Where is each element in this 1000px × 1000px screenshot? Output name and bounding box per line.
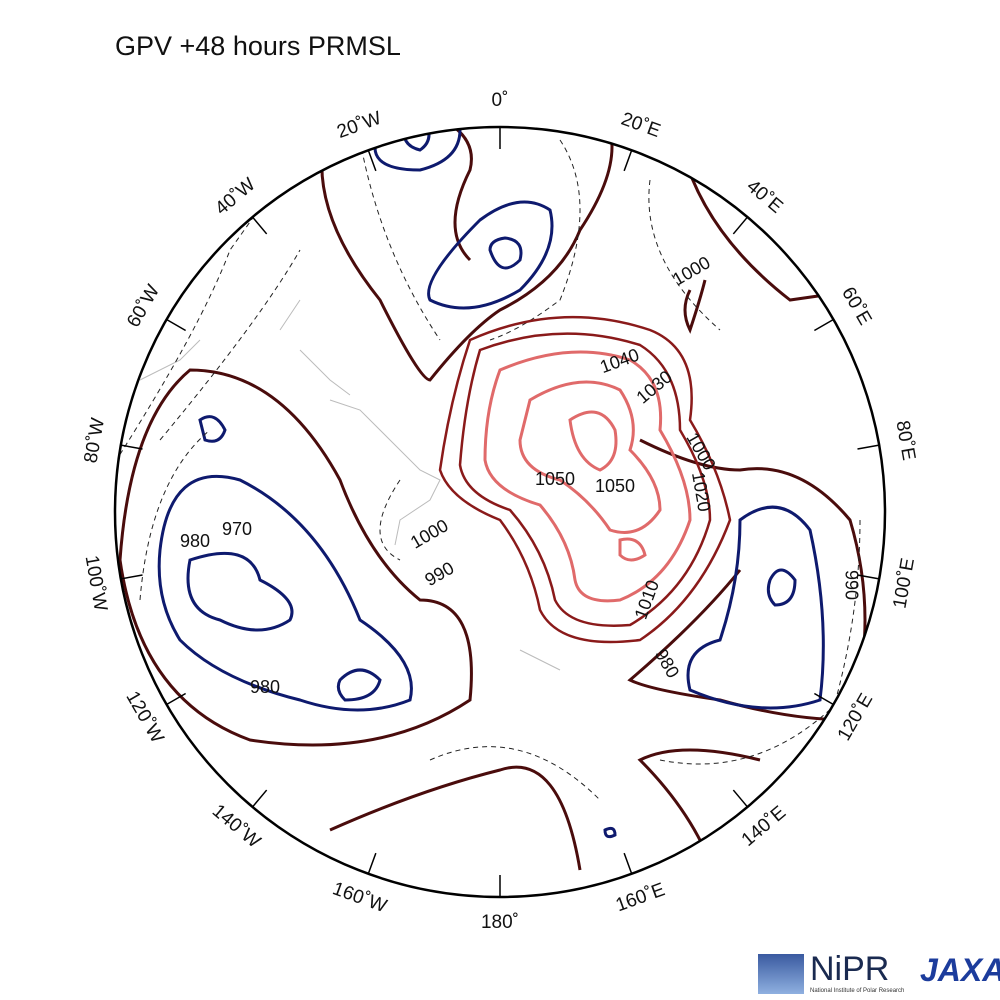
meridian-tick	[623, 149, 633, 172]
longitude-label: 60˚W	[123, 281, 164, 331]
contour-label: 1030	[632, 367, 676, 408]
contour-line	[427, 200, 554, 310]
contour-label: 970	[222, 519, 252, 539]
contour-label: 990	[841, 570, 861, 600]
contour-label: 1050	[535, 469, 575, 489]
longitude-label: 100˚E	[890, 556, 919, 610]
nipr-full-name: National Institute of Polar Research	[810, 988, 905, 994]
logos: NiPR National Institute of Polar Researc…	[758, 950, 1000, 1000]
meridian-tick	[251, 789, 268, 808]
contour-line	[329, 748, 761, 891]
meridian-tick	[251, 216, 268, 235]
contour-line	[373, 127, 462, 172]
map-border	[113, 125, 887, 899]
longitude-label: 60˚E	[837, 284, 875, 329]
longitude-label: 20˚W	[334, 108, 384, 143]
contour-line	[568, 410, 618, 472]
meridian-tick	[857, 444, 880, 450]
contour-line	[157, 474, 413, 712]
meridian-tick	[857, 574, 880, 580]
contour-line	[458, 332, 712, 627]
meridian-tick	[732, 216, 749, 235]
contour-label: 1010	[631, 577, 663, 621]
contour-line	[483, 350, 692, 603]
longitude-label: 180˚	[481, 912, 519, 933]
meridian-tick	[166, 318, 187, 332]
longitude-label: 100˚W	[81, 554, 111, 613]
contour-line	[115, 139, 861, 801]
meridian-tick	[120, 574, 143, 580]
longitude-label: 80˚E	[891, 419, 919, 462]
meridian-tick	[813, 692, 834, 706]
contour-label: 980	[651, 645, 683, 681]
nipr-icon	[758, 954, 804, 994]
longitude-label: 80˚W	[80, 416, 109, 464]
contour-line	[518, 380, 662, 562]
contour-label: 1040	[597, 345, 641, 377]
meridian-tick	[623, 852, 633, 875]
contour-label: 1020	[688, 470, 715, 513]
contour-label: 1000	[407, 515, 452, 552]
contours	[115, 127, 867, 891]
longitude-label: 160˚W	[330, 878, 390, 917]
longitude-label: 120˚E	[834, 690, 878, 744]
meridian-tick	[367, 149, 377, 172]
meridian-tick	[166, 692, 187, 706]
jaxa-logo: JAXA	[920, 952, 1000, 988]
contour-label: 1000	[669, 252, 714, 289]
contour-line	[186, 415, 382, 702]
longitude-label: 40˚W	[211, 174, 259, 219]
coastline	[139, 299, 561, 671]
contour-label: 980	[250, 677, 280, 697]
longitude-label: 160˚E	[613, 879, 668, 916]
longitude-label: 0˚	[492, 90, 509, 111]
longitude-label: 20˚E	[618, 109, 663, 142]
contour-line	[603, 505, 825, 839]
meridian-tick	[732, 789, 749, 808]
meridian-tick	[367, 852, 377, 875]
longitude-label: 120˚W	[121, 688, 167, 747]
contour-line	[678, 139, 861, 334]
contour-label: 1050	[595, 476, 635, 496]
contour-label: 990	[421, 558, 457, 590]
contour-line	[438, 315, 732, 644]
contour-label: 980	[180, 531, 210, 551]
longitude-label: 40˚E	[742, 176, 786, 218]
nipr-logo: NiPR	[810, 950, 890, 988]
meridian-tick	[813, 318, 834, 332]
contour-line	[118, 368, 473, 747]
map-title: GPV +48 hours PRMSL	[115, 31, 401, 61]
meridian-tick	[120, 444, 143, 450]
